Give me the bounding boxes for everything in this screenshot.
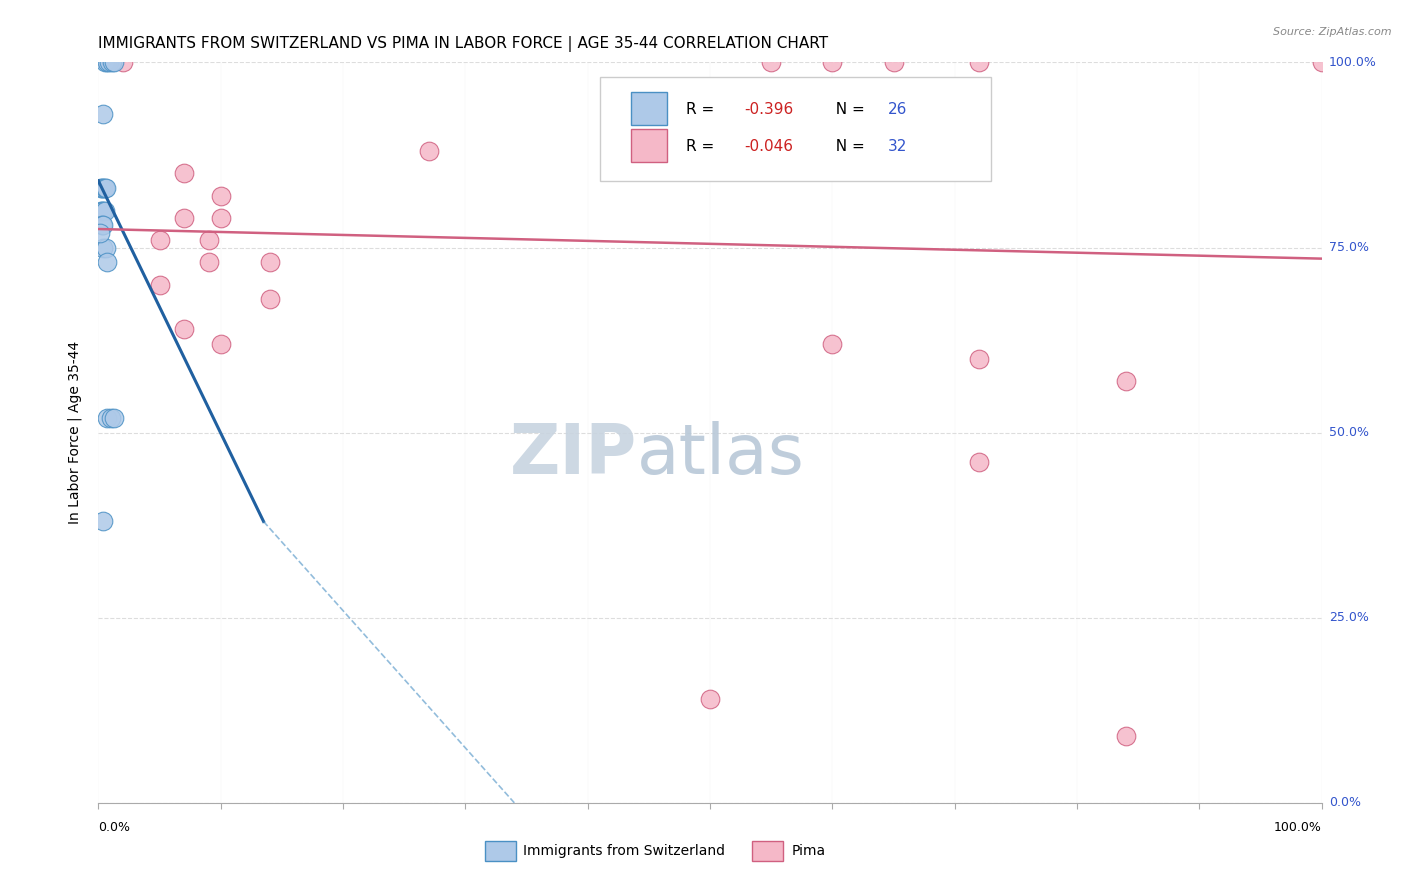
FancyBboxPatch shape xyxy=(630,92,668,126)
Point xyxy=(96,255,118,269)
Point xyxy=(91,203,114,218)
Point xyxy=(91,181,114,195)
Point xyxy=(101,55,124,70)
Point xyxy=(94,240,117,255)
Point xyxy=(93,55,115,70)
Text: 50.0%: 50.0% xyxy=(1329,426,1368,439)
FancyBboxPatch shape xyxy=(600,78,991,181)
Point xyxy=(91,203,114,218)
Point xyxy=(209,336,232,351)
Text: -0.396: -0.396 xyxy=(744,102,793,117)
Point xyxy=(209,188,232,202)
Point xyxy=(111,55,134,70)
Text: 75.0%: 75.0% xyxy=(1329,241,1368,254)
Text: 26: 26 xyxy=(887,102,907,117)
Point xyxy=(91,240,114,255)
Text: atlas: atlas xyxy=(637,421,804,488)
Point xyxy=(173,166,195,180)
Point xyxy=(173,211,195,225)
Point xyxy=(967,455,990,469)
Text: N =: N = xyxy=(827,102,870,117)
Text: N =: N = xyxy=(827,138,870,153)
Point xyxy=(91,107,114,121)
Text: IMMIGRANTS FROM SWITZERLAND VS PIMA IN LABOR FORCE | AGE 35-44 CORRELATION CHART: IMMIGRANTS FROM SWITZERLAND VS PIMA IN L… xyxy=(98,36,828,52)
Point xyxy=(149,233,172,247)
Text: 25.0%: 25.0% xyxy=(1329,611,1368,624)
Point xyxy=(209,211,232,225)
Point xyxy=(845,152,868,166)
Point xyxy=(91,181,114,195)
Text: R =: R = xyxy=(686,102,718,117)
Y-axis label: In Labor Force | Age 35-44: In Labor Force | Age 35-44 xyxy=(67,341,82,524)
Text: Source: ZipAtlas.com: Source: ZipAtlas.com xyxy=(1274,27,1392,37)
Point xyxy=(1310,55,1333,70)
Text: 100.0%: 100.0% xyxy=(1329,56,1376,69)
Point xyxy=(94,181,117,195)
Text: 0.0%: 0.0% xyxy=(1329,797,1361,809)
Point xyxy=(821,55,844,70)
Point xyxy=(149,277,172,292)
Text: 32: 32 xyxy=(887,138,907,153)
Point xyxy=(91,515,114,529)
Point xyxy=(883,55,905,70)
Point xyxy=(93,181,115,195)
Point xyxy=(259,255,281,269)
Point xyxy=(259,293,281,307)
Point xyxy=(91,219,114,233)
Point xyxy=(1115,374,1137,388)
Text: 0.0%: 0.0% xyxy=(98,821,131,834)
Point xyxy=(967,55,990,70)
Text: Pima: Pima xyxy=(792,844,825,858)
Point xyxy=(96,55,118,70)
Text: Immigrants from Switzerland: Immigrants from Switzerland xyxy=(523,844,725,858)
Point xyxy=(1115,729,1137,743)
Point xyxy=(93,203,115,218)
FancyBboxPatch shape xyxy=(630,129,668,162)
Point xyxy=(90,203,112,218)
Point xyxy=(96,410,118,425)
Text: ZIP: ZIP xyxy=(509,421,637,488)
Text: 100.0%: 100.0% xyxy=(1274,821,1322,834)
Point xyxy=(173,322,195,336)
Point xyxy=(91,219,114,233)
Point xyxy=(98,55,121,70)
Point xyxy=(699,692,721,706)
Point xyxy=(418,145,440,159)
Point xyxy=(821,336,844,351)
Text: -0.046: -0.046 xyxy=(744,138,793,153)
Point xyxy=(100,410,122,425)
Text: R =: R = xyxy=(686,138,718,153)
Point xyxy=(197,233,219,247)
Point xyxy=(761,55,783,70)
Point xyxy=(90,181,112,195)
Point xyxy=(89,226,111,240)
Point xyxy=(967,351,990,366)
Point xyxy=(103,410,125,425)
Point xyxy=(103,55,125,70)
Point xyxy=(197,255,219,269)
